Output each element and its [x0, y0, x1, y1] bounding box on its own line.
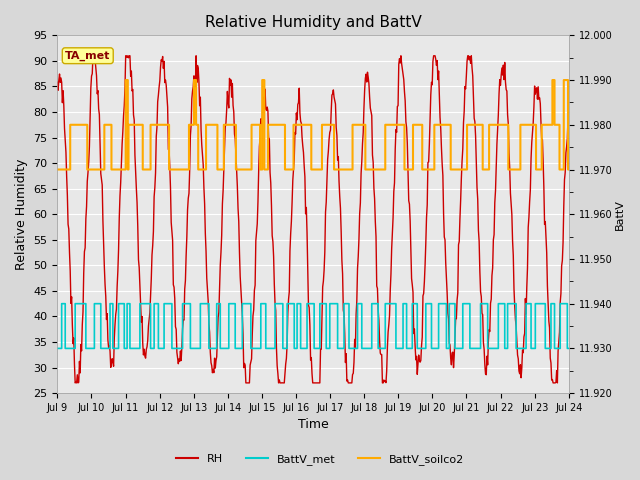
Y-axis label: Relative Humidity: Relative Humidity: [15, 158, 28, 270]
Text: TA_met: TA_met: [65, 50, 111, 61]
X-axis label: Time: Time: [298, 419, 328, 432]
Legend: RH, BattV_met, BattV_soilco2: RH, BattV_met, BattV_soilco2: [172, 450, 468, 469]
Y-axis label: BattV: BattV: [615, 199, 625, 229]
Title: Relative Humidity and BattV: Relative Humidity and BattV: [205, 15, 422, 30]
